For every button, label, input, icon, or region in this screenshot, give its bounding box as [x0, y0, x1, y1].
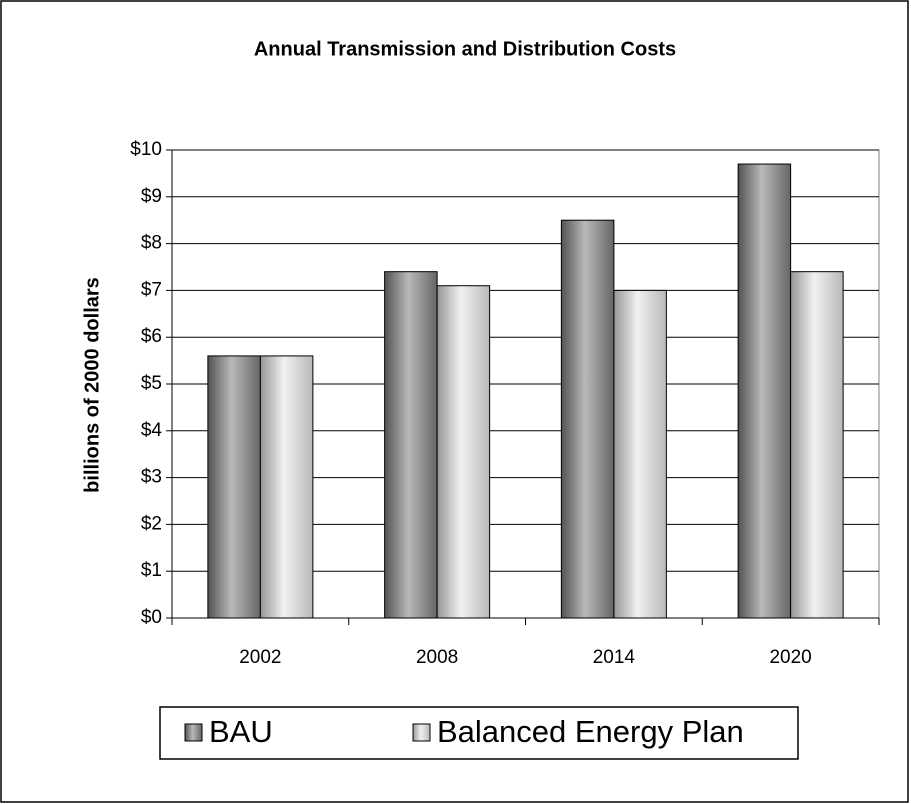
y-tick-label: $4 — [141, 420, 163, 441]
y-tick-label: $0 — [141, 607, 162, 628]
bar — [737, 163, 792, 619]
y-axis-label: billions of 2000 dollars — [81, 277, 103, 493]
y-tick-label: $3 — [141, 467, 162, 488]
y-tick-label: $2 — [141, 513, 162, 534]
legend-swatch — [412, 723, 431, 742]
y-tick-label: $7 — [141, 279, 162, 300]
bar — [560, 219, 615, 619]
x-tick-label: 2014 — [593, 647, 636, 668]
legend-label: BAU — [209, 714, 273, 749]
x-tick-label: 2008 — [416, 647, 458, 668]
y-tick-label: $10 — [130, 139, 162, 160]
bar — [207, 355, 261, 619]
chart-title: Annual Transmission and Distribution Cos… — [254, 38, 676, 60]
bar — [613, 289, 667, 619]
legend-label: Balanced Energy Plan — [437, 714, 744, 749]
y-tick-label: $1 — [141, 560, 162, 581]
x-tick-label: 2020 — [769, 647, 811, 668]
legend-swatch — [184, 723, 203, 742]
bar — [790, 271, 844, 619]
y-tick-label: $9 — [141, 186, 162, 207]
x-tick-label: 2002 — [239, 647, 281, 668]
bar — [384, 271, 438, 619]
y-tick-label: $8 — [141, 233, 162, 254]
legend-box — [159, 706, 799, 760]
y-tick-label: $6 — [141, 326, 162, 347]
bar — [259, 355, 314, 619]
bar — [436, 285, 491, 619]
y-tick-label: $5 — [141, 373, 162, 394]
